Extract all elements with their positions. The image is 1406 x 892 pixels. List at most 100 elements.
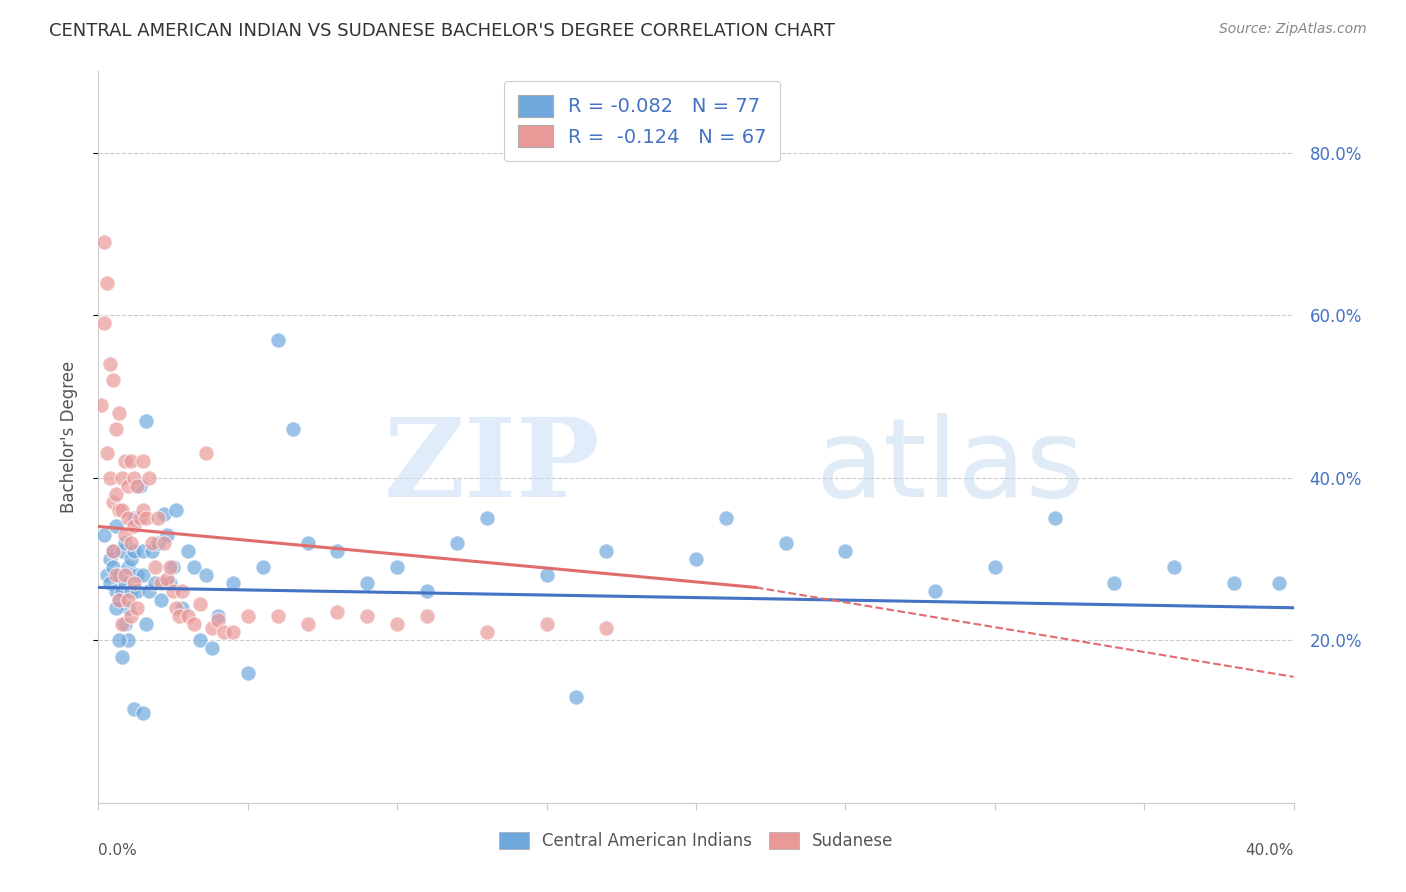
Point bbox=[252, 560, 274, 574]
Point bbox=[297, 535, 319, 549]
Point bbox=[105, 600, 128, 615]
Point bbox=[195, 446, 218, 460]
Point bbox=[297, 617, 319, 632]
Point bbox=[103, 560, 125, 574]
Point bbox=[117, 560, 139, 574]
Point bbox=[127, 600, 149, 615]
Point bbox=[111, 503, 134, 517]
Point bbox=[124, 702, 146, 716]
Point bbox=[416, 608, 439, 623]
Point bbox=[162, 560, 184, 574]
Point bbox=[111, 649, 134, 664]
Point bbox=[207, 613, 229, 627]
Point bbox=[108, 592, 131, 607]
Point bbox=[93, 235, 115, 249]
Point bbox=[385, 617, 409, 632]
Point bbox=[105, 519, 128, 533]
Point bbox=[132, 454, 155, 468]
Point bbox=[1223, 576, 1246, 591]
Point bbox=[1043, 511, 1066, 525]
Point bbox=[117, 633, 139, 648]
Point bbox=[96, 568, 118, 582]
Point bbox=[111, 617, 134, 632]
Point bbox=[103, 495, 125, 509]
Text: atlas: atlas bbox=[815, 413, 1084, 520]
Point bbox=[111, 584, 134, 599]
Point bbox=[201, 621, 224, 635]
Point bbox=[153, 508, 176, 522]
Point bbox=[172, 600, 194, 615]
Point bbox=[132, 568, 155, 582]
Point bbox=[105, 487, 128, 501]
Point bbox=[135, 414, 157, 428]
Point bbox=[159, 576, 181, 591]
Point bbox=[108, 592, 131, 607]
Point bbox=[153, 535, 176, 549]
Point bbox=[132, 503, 155, 517]
Point bbox=[124, 519, 146, 533]
Point bbox=[475, 625, 498, 640]
Point bbox=[385, 560, 409, 574]
Point bbox=[714, 511, 737, 525]
Point bbox=[93, 316, 115, 330]
Point bbox=[1163, 560, 1185, 574]
Point bbox=[595, 621, 617, 635]
Point bbox=[98, 552, 122, 566]
Point bbox=[775, 535, 797, 549]
Point bbox=[98, 576, 122, 591]
Point bbox=[148, 535, 170, 549]
Legend: Central American Indians, Sudanese: Central American Indians, Sudanese bbox=[489, 822, 903, 860]
Point bbox=[165, 503, 187, 517]
Point bbox=[108, 568, 131, 582]
Point bbox=[212, 625, 235, 640]
Point bbox=[183, 560, 205, 574]
Point bbox=[111, 471, 134, 485]
Point bbox=[129, 511, 152, 525]
Point bbox=[156, 527, 179, 541]
Point bbox=[177, 608, 200, 623]
Point bbox=[132, 706, 155, 721]
Point bbox=[96, 446, 118, 460]
Point bbox=[105, 422, 128, 436]
Point bbox=[117, 600, 139, 615]
Point bbox=[117, 511, 139, 525]
Point bbox=[114, 535, 136, 549]
Point bbox=[356, 576, 378, 591]
Point bbox=[984, 560, 1007, 574]
Point bbox=[236, 608, 259, 623]
Text: 40.0%: 40.0% bbox=[1246, 843, 1294, 858]
Point bbox=[117, 479, 139, 493]
Point bbox=[143, 560, 166, 574]
Point bbox=[1267, 576, 1289, 591]
Point bbox=[114, 568, 136, 582]
Point bbox=[127, 479, 149, 493]
Point bbox=[108, 503, 131, 517]
Point bbox=[90, 398, 112, 412]
Point bbox=[98, 471, 122, 485]
Point bbox=[105, 584, 128, 599]
Point bbox=[150, 576, 173, 591]
Point bbox=[162, 584, 184, 599]
Point bbox=[117, 592, 139, 607]
Point bbox=[135, 511, 157, 525]
Point bbox=[416, 584, 439, 599]
Point bbox=[236, 665, 259, 680]
Point bbox=[114, 454, 136, 468]
Point bbox=[201, 641, 224, 656]
Point bbox=[595, 544, 617, 558]
Point bbox=[165, 600, 187, 615]
Point bbox=[124, 576, 146, 591]
Point bbox=[195, 568, 218, 582]
Y-axis label: Bachelor's Degree: Bachelor's Degree bbox=[59, 361, 77, 513]
Point bbox=[96, 276, 118, 290]
Point bbox=[565, 690, 588, 705]
Point bbox=[267, 333, 290, 347]
Point bbox=[127, 584, 149, 599]
Point bbox=[138, 471, 160, 485]
Point bbox=[98, 357, 122, 371]
Point bbox=[172, 584, 194, 599]
Text: 0.0%: 0.0% bbox=[98, 843, 138, 858]
Point bbox=[114, 617, 136, 632]
Point bbox=[138, 584, 160, 599]
Point bbox=[120, 454, 142, 468]
